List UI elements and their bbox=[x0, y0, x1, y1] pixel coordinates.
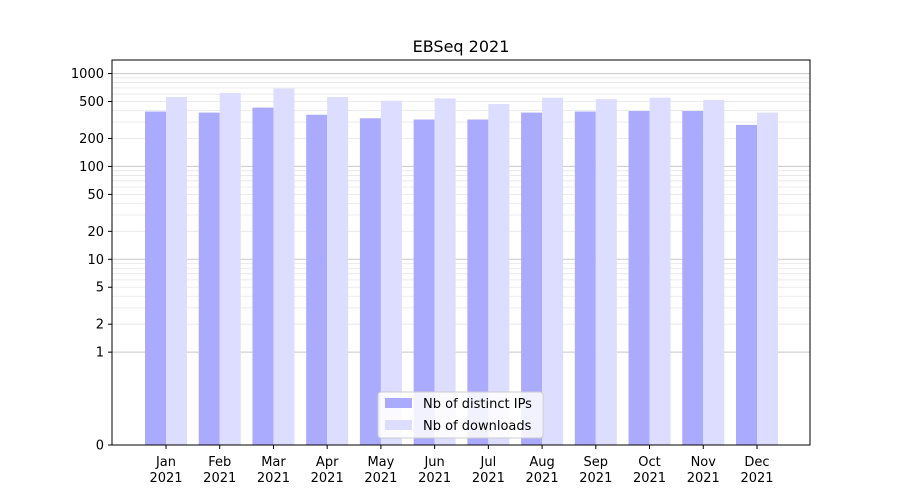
y-tick-label: 200 bbox=[79, 132, 104, 147]
x-tick-label-month: Jun bbox=[423, 455, 444, 470]
bar bbox=[166, 96, 187, 445]
x-tick-label-year: 2021 bbox=[257, 471, 290, 486]
bar bbox=[649, 97, 671, 446]
x-tick-label-month: Sep bbox=[584, 455, 609, 470]
bar bbox=[542, 97, 564, 446]
y-tick-label: 100 bbox=[79, 160, 104, 175]
x-tick-label-month: May bbox=[367, 455, 394, 470]
legend-swatch bbox=[385, 398, 412, 408]
x-tick-label-year: 2021 bbox=[472, 471, 505, 486]
bar bbox=[219, 92, 241, 445]
bar bbox=[434, 98, 456, 445]
bars bbox=[145, 88, 778, 446]
bar bbox=[757, 112, 778, 446]
x-tick-label-month: Nov bbox=[691, 455, 717, 470]
x-tick-label-year: 2021 bbox=[526, 471, 559, 486]
bar bbox=[413, 119, 435, 445]
bar bbox=[521, 112, 543, 446]
x-tick-label-year: 2021 bbox=[149, 471, 182, 486]
y-tick-label: 2 bbox=[96, 318, 104, 333]
x-tick-label-month: Aug bbox=[529, 455, 554, 470]
x-tick-label-month: Oct bbox=[638, 455, 660, 470]
bar bbox=[380, 100, 402, 445]
bar bbox=[574, 111, 596, 445]
y-tick-label: 1000 bbox=[71, 67, 104, 82]
bar bbox=[359, 118, 381, 446]
y-tick-label: 10 bbox=[87, 253, 104, 268]
legend: Nb of distinct IPs Nb of downloads bbox=[377, 391, 544, 439]
x-tick-label-year: 2021 bbox=[633, 471, 666, 486]
bar bbox=[682, 111, 704, 445]
legend-box bbox=[377, 391, 544, 439]
bar bbox=[595, 99, 617, 445]
legend-swatch bbox=[385, 420, 412, 430]
bar bbox=[628, 111, 650, 445]
x-tick-label-year: 2021 bbox=[418, 471, 451, 486]
plot-frame bbox=[111, 59, 811, 446]
y-tick-label: 1 bbox=[96, 346, 104, 361]
y-tick-label: 5 bbox=[96, 281, 104, 296]
y-tick-label: 500 bbox=[79, 95, 104, 110]
x-tick-label-month: Mar bbox=[261, 455, 286, 470]
bar bbox=[488, 104, 510, 445]
bar bbox=[703, 99, 725, 445]
y-axis: 0 1 2 5 10 20 50 100 200 500 1000 bbox=[71, 67, 112, 454]
x-tick-label-month: Apr bbox=[316, 455, 339, 470]
x-tick-label-year: 2021 bbox=[687, 471, 720, 486]
x-tick-label-month: Dec bbox=[744, 455, 769, 470]
legend-label: Nb of downloads bbox=[423, 419, 532, 434]
x-tick-label-month: Jul bbox=[480, 455, 497, 470]
x-tick-label-year: 2021 bbox=[203, 471, 236, 486]
y-tick-label: 0 bbox=[96, 439, 104, 454]
bar bbox=[273, 88, 295, 445]
bar bbox=[198, 112, 220, 446]
x-tick-label-year: 2021 bbox=[364, 471, 397, 486]
x-tick-label-month: Jan bbox=[155, 455, 176, 470]
y-tick-label: 20 bbox=[87, 225, 104, 240]
x-tick-label-year: 2021 bbox=[579, 471, 612, 486]
bar bbox=[252, 107, 274, 445]
x-tick-label-year: 2021 bbox=[311, 471, 344, 486]
x-axis: Jan2021Feb2021Mar2021Apr2021May2021Jun20… bbox=[149, 445, 774, 486]
bar bbox=[145, 111, 166, 445]
y-tick-label: 50 bbox=[87, 188, 104, 203]
bar bbox=[736, 124, 757, 446]
x-tick-label-year: 2021 bbox=[740, 471, 773, 486]
bar bbox=[467, 119, 489, 445]
bar bbox=[306, 114, 328, 446]
x-tick-label-month: Feb bbox=[208, 455, 231, 470]
bar bbox=[327, 96, 349, 445]
chart-title: EBSeq 2021 bbox=[413, 37, 510, 56]
legend-label: Nb of distinct IPs bbox=[423, 397, 532, 412]
